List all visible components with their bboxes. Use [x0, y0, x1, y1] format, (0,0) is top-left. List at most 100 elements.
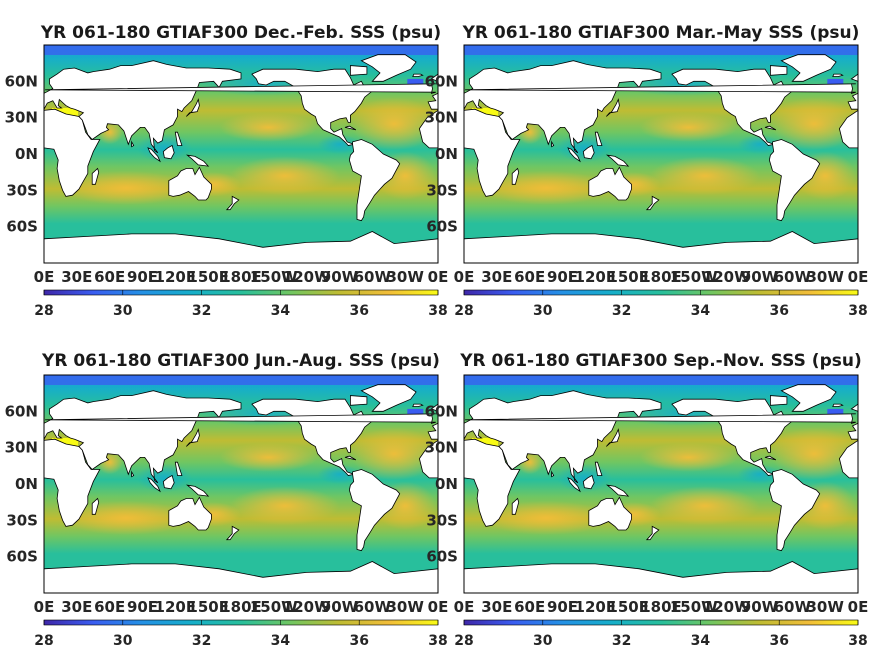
land-borneo-0 — [162, 144, 175, 160]
colorbar-tick-label: 36 — [769, 303, 788, 319]
x-tick-label: 150W — [670, 268, 718, 286]
y-tick-label: 30S — [6, 511, 38, 529]
land-sumatra-0 — [147, 147, 161, 163]
land-africa-0 — [44, 108, 101, 197]
x-tick-label: 30E — [61, 598, 92, 616]
colorbar-tick-label: 30 — [113, 633, 133, 649]
colorbar-tick-label: 36 — [349, 303, 368, 319]
y-tick-label: 60S — [426, 548, 458, 566]
colorbar — [43, 619, 439, 626]
land-baffin-island-1 — [770, 65, 788, 76]
land-philippines-1 — [594, 131, 603, 146]
saline-gyre — [219, 112, 318, 142]
panel-title: YR 061-180 GTIAF300 Jun.-Aug. SSS (psu) — [41, 351, 440, 371]
land-sumatra-1 — [567, 147, 581, 163]
land-eurasia-wrap-1 — [847, 92, 858, 110]
land-chukotka-2 — [430, 403, 438, 412]
arctic-fresh-band — [44, 45, 438, 55]
x-tick-label: 180E — [640, 268, 682, 286]
colorbar-tick-label: 34 — [271, 303, 291, 319]
land-new-zealand-2 — [225, 525, 240, 541]
y-tick-label: 60N — [425, 72, 458, 90]
colorbar-tick-label: 32 — [192, 633, 211, 649]
land-south-america-2 — [348, 469, 401, 552]
land-australia-1 — [588, 166, 632, 201]
y-tick-label: 60S — [426, 218, 458, 236]
land-iceland-1 — [832, 73, 844, 77]
panel-son: YR 061-180 GTIAF300 Sep.-Nov. SSS (psu) 0… — [425, 351, 869, 649]
land-madagascar-1 — [511, 167, 520, 185]
fresh-region — [557, 463, 612, 493]
colorbar-tick-label: 28 — [454, 633, 473, 649]
colorbar-tick-label: 38 — [428, 633, 447, 649]
saline-gyre — [639, 112, 738, 142]
colorbar-tick-label: 28 — [34, 303, 53, 319]
panel-djf: YR 061-180 GTIAF300 Dec.-Feb. SSS (psu) 0… — [5, 23, 449, 319]
map-area — [44, 45, 438, 263]
land-antarctica-3 — [464, 561, 858, 593]
land-great-britain-0 — [45, 83, 436, 94]
x-tick-label: 0E — [428, 268, 449, 286]
x-tick-label: 90W — [321, 598, 359, 616]
y-tick-label: 0N — [15, 475, 38, 493]
land-new-guinea-3 — [606, 484, 630, 497]
saline-gyre — [230, 486, 340, 526]
land-japan-0 — [186, 98, 200, 117]
hudson-bay-fresh — [827, 78, 844, 87]
fresh-region — [137, 463, 192, 493]
land-australia-0 — [168, 166, 212, 201]
x-tick-label: 90W — [741, 598, 779, 616]
land-sri-lanka-3 — [551, 470, 555, 478]
x-tick-label: 120E — [155, 598, 197, 616]
x-tick-label: 90W — [741, 268, 779, 286]
land-chukotka-3 — [850, 403, 858, 412]
x-tick-label: 60W — [774, 598, 812, 616]
land-antarctica-wrap-0 — [44, 238, 45, 263]
land-philippines-2 — [174, 461, 183, 476]
land-africa-wrap-1 — [838, 109, 858, 149]
land-eurasia-3 — [464, 390, 662, 484]
land-antarctica-2 — [44, 561, 438, 593]
x-tick-label: 120E — [155, 268, 197, 286]
colorbar-tick-label: 32 — [612, 633, 631, 649]
x-tick-label: 150W — [670, 598, 718, 616]
y-tick-label: 30N — [425, 109, 458, 127]
x-tick-label: 60E — [514, 598, 545, 616]
x-tick-label: 150E — [607, 598, 649, 616]
x-tick-label: 150E — [607, 268, 649, 286]
colorbar-tick-label: 34 — [691, 303, 711, 319]
land-antarctica-1 — [464, 231, 858, 263]
y-tick-label: 0N — [435, 475, 458, 493]
colorbar-tick-label: 30 — [533, 633, 553, 649]
land-africa-3 — [464, 438, 521, 527]
fresh-region — [137, 133, 192, 163]
map-area — [44, 375, 438, 593]
land-greenland-1 — [780, 54, 837, 82]
land-africa-wrap-2 — [418, 439, 438, 479]
fresh-region — [317, 464, 362, 484]
x-tick-label: 120W — [703, 268, 751, 286]
land-greenland-2 — [360, 384, 417, 412]
land-sri-lanka-2 — [131, 470, 135, 478]
colorbar-tick-label: 32 — [612, 303, 631, 319]
y-tick-label: 0N — [435, 145, 458, 163]
saline-gyre — [770, 97, 858, 151]
colorbar-tick-label: 30 — [533, 303, 553, 319]
land-africa-1 — [464, 108, 521, 197]
x-tick-label: 30W — [806, 598, 844, 616]
x-tick-label: 0E — [848, 268, 869, 286]
y-tick-label: 30N — [5, 439, 38, 457]
y-tick-label: 60S — [6, 218, 38, 236]
y-tick-label: 30S — [426, 181, 458, 199]
land-philippines-3 — [594, 461, 603, 476]
x-tick-label: 60W — [774, 268, 812, 286]
x-tick-label: 120W — [283, 598, 331, 616]
x-tick-label: 0E — [34, 598, 55, 616]
x-tick-label: 0E — [848, 598, 869, 616]
mediterranean-salty — [52, 107, 78, 116]
x-tick-label: 150W — [250, 268, 298, 286]
land-madagascar-2 — [91, 497, 100, 515]
colorbar-tick-label: 34 — [691, 633, 711, 649]
saline-gyre — [219, 442, 318, 472]
land-africa-wrap-3 — [838, 439, 858, 479]
